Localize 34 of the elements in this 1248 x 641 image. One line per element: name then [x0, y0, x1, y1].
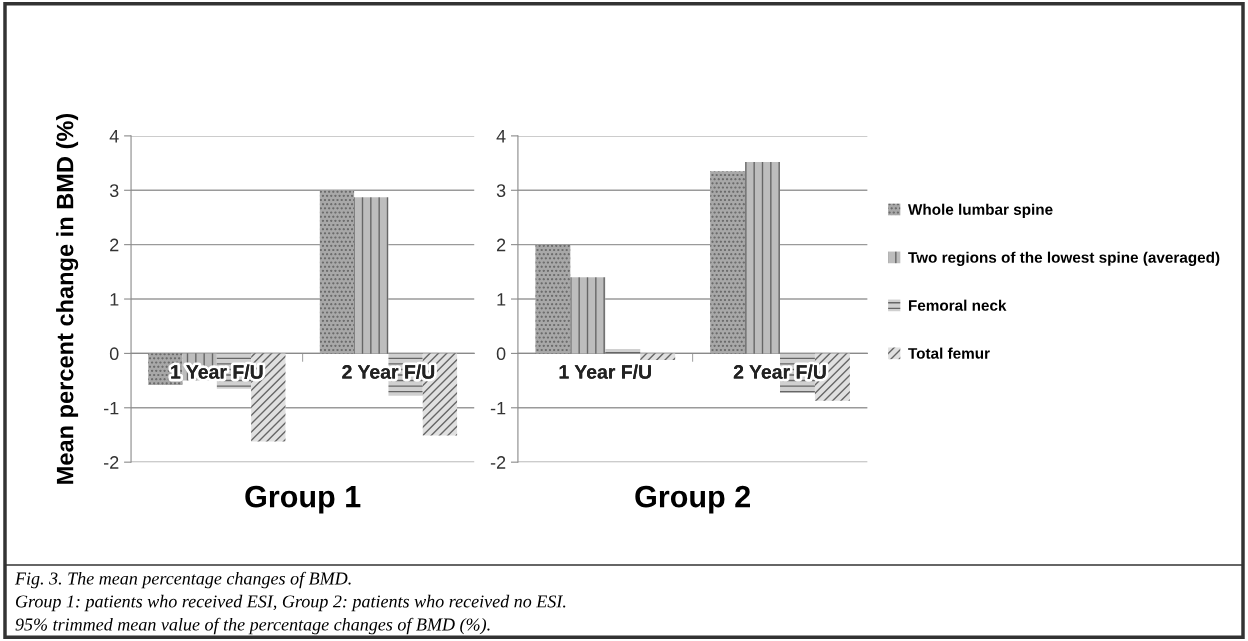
x-axis-title: Group 1 — [245, 485, 361, 514]
bar — [535, 244, 571, 354]
y-tick-label: -1 — [103, 401, 119, 415]
bar — [605, 349, 641, 354]
legend-label: Total femur — [908, 347, 990, 359]
y-tick-label: -2 — [103, 456, 119, 469]
legend-label: Two regions of the lowest spine (averaged) — [908, 251, 1220, 266]
x-tick-label: 1 Year F/U — [559, 364, 651, 379]
text: Group 1: patients who received ESI, Group 2: patients who received no ESI. — [15, 594, 566, 612]
bar — [354, 197, 389, 354]
y-tick-label: 2 — [110, 238, 119, 252]
bar — [319, 190, 355, 354]
y-tick-label: 0 — [109, 347, 119, 361]
caption: Fig. 3. The mean percentage changes of BMD. — [14, 571, 351, 589]
bar — [640, 353, 676, 360]
y-tick-label: 3 — [109, 184, 119, 197]
y-tick-label: 0 — [496, 347, 506, 361]
text: 95% trimmed mean value of the percentage changes of BMD (%). — [15, 617, 490, 635]
y-tick-label: 3 — [496, 184, 506, 197]
y-tick-label: -2 — [490, 456, 506, 469]
y-tick-label: -1 — [490, 401, 506, 415]
x-tick-label: 2 Year F/U — [342, 364, 435, 379]
legend-label: Whole lumbar spine — [907, 203, 1053, 218]
bar — [570, 277, 606, 354]
y-tick-label: 4 — [109, 130, 119, 143]
y-tick-label: 1 — [497, 293, 506, 306]
bar — [710, 171, 746, 354]
legend-label: Femoral neck — [908, 299, 1007, 311]
bar — [745, 161, 780, 354]
y-axis-title: Mean percent change in BMD (%) — [56, 113, 79, 484]
y-tick-label: 2 — [496, 238, 506, 252]
y-tick-label: 1 — [110, 293, 119, 306]
y-tick-label: 4 — [496, 130, 506, 143]
x-axis-title: Group 2 — [635, 485, 750, 514]
